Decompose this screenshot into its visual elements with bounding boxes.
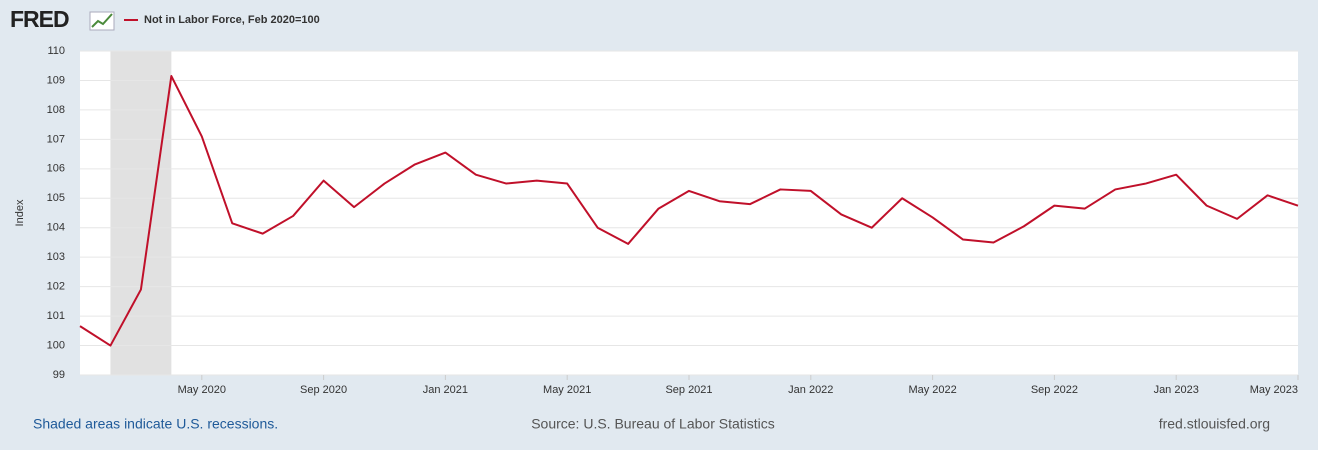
- source: Source: U.S. Bureau of Labor Statistics: [531, 416, 775, 432]
- logo-icon: [89, 11, 115, 31]
- y-tick-label: 105: [47, 192, 65, 204]
- y-tick-label: 108: [47, 104, 65, 116]
- y-tick-label: 104: [47, 222, 65, 234]
- legend-label[interactable]: Not in Labor Force, Feb 2020=100: [144, 14, 320, 26]
- y-tick-label: 102: [47, 281, 65, 293]
- recession-shade: [110, 51, 172, 375]
- logo[interactable]: FRED: [10, 6, 115, 32]
- x-tick-label: Sep 2020: [300, 384, 347, 396]
- y-tick-label: 109: [47, 74, 65, 86]
- recession-note: Shaded areas indicate U.S. recessions.: [33, 416, 278, 432]
- site-link[interactable]: fred.stlouisfed.org: [1159, 416, 1270, 432]
- y-tick-label: 101: [47, 310, 65, 322]
- y-tick-label: 103: [47, 251, 65, 263]
- x-tick-label: Jan 2022: [788, 384, 833, 396]
- x-tick-label: May 2022: [908, 384, 956, 396]
- x-tick-label: May 2021: [543, 384, 591, 396]
- y-tick-label: 100: [47, 339, 65, 351]
- series-line: [79, 75, 1299, 347]
- x-tick-label: Sep 2021: [665, 384, 712, 396]
- x-tick-label: Sep 2022: [1031, 384, 1078, 396]
- y-axis-label: Index: [14, 199, 26, 226]
- logo-text[interactable]: FRED: [10, 6, 70, 32]
- y-tick-label: 106: [47, 163, 65, 175]
- y-tick-label: 99: [53, 369, 65, 381]
- logo-icon-line: [91, 13, 113, 28]
- x-tick-label: May 2020: [178, 384, 226, 396]
- x-tick-label: May 2023: [1250, 384, 1298, 396]
- y-tick-label: 107: [47, 133, 65, 145]
- x-tick-label: Jan 2023: [1154, 384, 1199, 396]
- y-tick-label: 110: [47, 45, 65, 57]
- plot-area: [80, 51, 1298, 375]
- x-tick-label: Jan 2021: [423, 384, 468, 396]
